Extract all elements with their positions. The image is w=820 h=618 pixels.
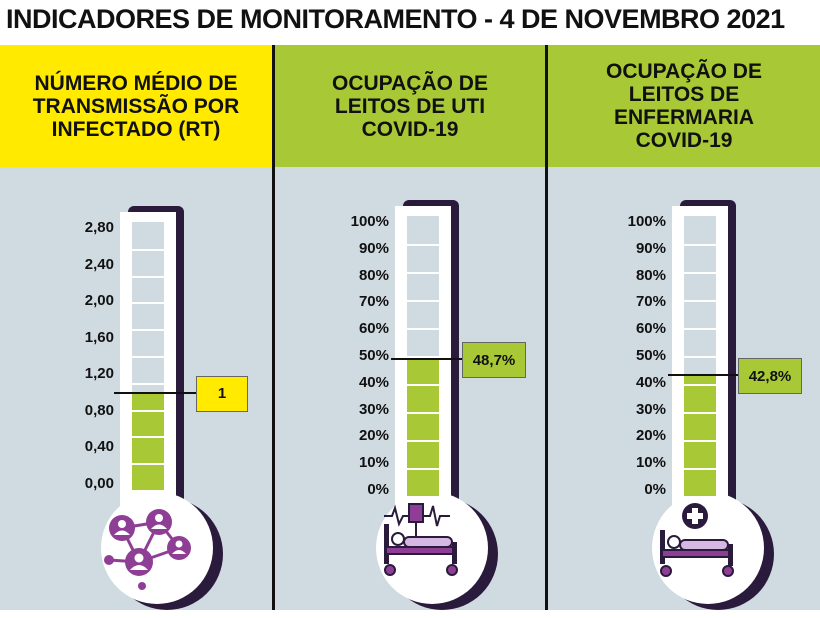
panel-header-rt: NÚMERO MÉDIO DE TRANSMISSÃO POR INFECTAD… (0, 45, 272, 167)
y-tick-label: 2,00 (84, 292, 114, 310)
y-tick-label: 30% (635, 400, 666, 418)
people-network-icon (104, 509, 191, 590)
thermometer-segment (132, 275, 164, 278)
panel-title: OCUPAÇÃO DE LEITOS DE ENFERMARIA COVID-1… (606, 60, 762, 152)
thermometer-segment (132, 382, 164, 385)
hospital-bed-cross-icon (660, 503, 734, 577)
thermometer-segment (407, 300, 439, 302)
y-tick-label: 70% (358, 293, 389, 311)
y-tick-label: 90% (358, 239, 389, 257)
value-bar (132, 392, 164, 490)
thermometer-segment (684, 300, 716, 302)
value-label: 1 (196, 375, 248, 412)
thermometer-segment (132, 463, 164, 466)
thermometer-segment (684, 328, 716, 330)
thermometer-segment (684, 412, 716, 414)
y-tick-label: 10% (358, 454, 389, 472)
y-tick-label: 60% (635, 320, 666, 338)
y-tick-label: 100% (350, 213, 389, 230)
panel-header-enfermaria: OCUPAÇÃO DE LEITOS DE ENFERMARIA COVID-1… (548, 45, 820, 167)
y-tick-label: 0,00 (84, 475, 114, 492)
thermometer-segment (407, 244, 439, 246)
y-tick-label: 1,20 (84, 365, 114, 383)
icu-bed-monitor-icon (384, 503, 458, 576)
thermometer-segment (407, 272, 439, 274)
thermometer-segment (407, 356, 439, 358)
y-tick-label: 60% (358, 320, 389, 338)
value-marker-line (391, 358, 462, 361)
value-bar (684, 375, 716, 496)
panel-divider (545, 45, 548, 610)
thermometer-segment (132, 302, 164, 305)
y-tick-label: 40% (635, 373, 666, 391)
y-tick-label: 1,60 (84, 328, 114, 346)
thermometer-segment (132, 329, 164, 332)
y-tick-label: 0% (644, 481, 666, 498)
value-marker-line (114, 391, 196, 394)
thermometer-segment (132, 436, 164, 439)
panel-title: NÚMERO MÉDIO DE TRANSMISSÃO POR INFECTAD… (32, 71, 240, 141)
y-tick-label: 2,40 (84, 255, 114, 273)
value-bar (407, 359, 439, 496)
y-tick-label: 0,40 (84, 438, 114, 456)
thermometer-segment (132, 409, 164, 412)
y-tick-label: 40% (358, 373, 389, 391)
y-tick-label: 30% (358, 400, 389, 418)
y-tick-label: 0,80 (84, 401, 114, 419)
y-tick-label: 2,80 (84, 219, 114, 236)
thermometer-segment (132, 356, 164, 358)
y-tick-label: 50% (635, 347, 666, 364)
thermometer-segment (684, 440, 716, 442)
thermometer-segment (684, 356, 716, 358)
y-tick-label: 70% (635, 293, 666, 311)
panel-title: OCUPAÇÃO DE LEITOS DE UTI COVID-19 (332, 71, 488, 141)
thermometer-segment (684, 384, 716, 386)
thermometer-segment (407, 440, 439, 442)
y-tick-label: 20% (358, 427, 389, 445)
panel-header-uti: OCUPAÇÃO DE LEITOS DE UTI COVID-19 (275, 45, 545, 167)
panel-divider (272, 45, 275, 610)
thermometer-segment (407, 328, 439, 330)
y-tick-label: 80% (635, 266, 666, 284)
thermometer-segment (407, 384, 439, 386)
y-tick-label: 90% (635, 239, 666, 257)
thermometer-segment (684, 272, 716, 274)
value-label: 42,8% (738, 358, 802, 395)
thermometer-segment (684, 244, 716, 246)
thermometer-segment (407, 468, 439, 470)
y-tick-label: 10% (635, 454, 666, 472)
thermometer-segment (684, 468, 716, 470)
value-label: 48,7% (462, 342, 526, 379)
y-tick-label: 50% (358, 347, 389, 364)
y-tick-label: 20% (635, 427, 666, 445)
thermometer-segment (407, 412, 439, 414)
value-marker-line (668, 374, 738, 377)
thermometer-segment (132, 248, 164, 251)
y-tick-label: 0% (367, 481, 389, 498)
page-title: INDICADORES DE MONITORAMENTO - 4 DE NOVE… (6, 4, 785, 34)
y-tick-label: 100% (627, 213, 666, 230)
y-tick-label: 80% (358, 266, 389, 284)
